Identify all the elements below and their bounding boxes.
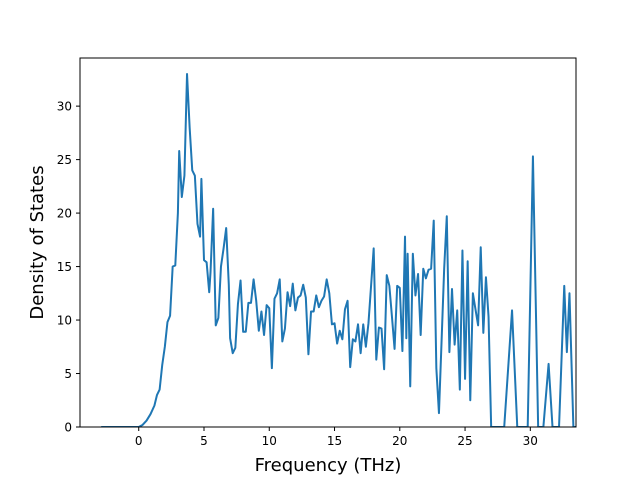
x-tick-label: 10 [262,434,277,448]
y-axis-label: Density of States [27,165,48,319]
y-tick-label: 15 [57,260,72,274]
dos-series-line [101,73,576,427]
x-axis: 0 5 10 15 20 25 30 [135,427,538,448]
y-tick-label: 25 [57,153,72,167]
y-axis: 0 5 10 15 20 25 30 [57,100,80,435]
x-axis-label: Frequency (THz) [255,455,402,476]
y-tick-label: 20 [57,207,72,221]
y-tick-label: 30 [57,100,72,114]
x-tick-label: 0 [135,434,143,448]
x-tick-label: 20 [392,434,407,448]
axes-frame [79,57,577,428]
y-tick-label: 0 [64,421,72,435]
x-tick-label: 30 [523,434,538,448]
y-tick-label: 5 [64,367,72,381]
x-tick-label: 5 [200,434,208,448]
plot-area [101,73,576,427]
x-tick-label: 15 [327,434,342,448]
x-tick-label: 25 [457,434,472,448]
y-tick-label: 10 [57,314,72,328]
